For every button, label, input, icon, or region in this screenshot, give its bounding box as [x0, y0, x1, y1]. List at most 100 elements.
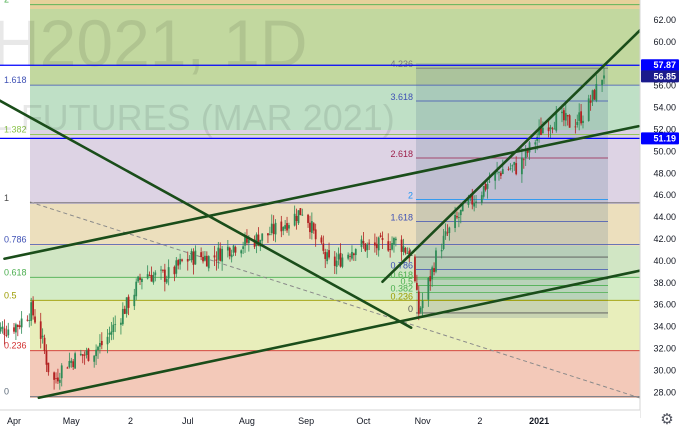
candle-body [580, 111, 582, 124]
candle-body [551, 128, 554, 130]
candle-body [312, 223, 315, 231]
candle-body [328, 250, 330, 258]
candle-body [341, 257, 344, 267]
time-axis[interactable]: AprMay2JulAugSepOctNov22021Mar [0, 409, 640, 430]
candle-body [200, 252, 203, 258]
time-tick-label: 2021 [529, 416, 549, 426]
trend-line-upper-channel-bottom[interactable] [37, 267, 652, 400]
candle-body [524, 148, 527, 159]
candle-body [564, 113, 567, 121]
fib-small-level-label: 3.618 [390, 92, 413, 102]
candle-body [381, 238, 384, 240]
price-tick-label: 54.00 [653, 103, 676, 113]
fib-large-level-label: 1.618 [4, 75, 27, 85]
candle-body [561, 111, 563, 114]
candle-body [146, 274, 149, 279]
time-tick-label: Nov [415, 416, 432, 426]
candle-body [414, 256, 416, 282]
candle-body [494, 171, 497, 181]
candle-body [352, 253, 355, 256]
candle-body [555, 112, 558, 131]
candle-body [498, 172, 500, 173]
fib-small-level-label: 4.236 [390, 59, 413, 69]
candle-body [322, 243, 325, 251]
candle-body [72, 361, 75, 368]
candle-body [373, 242, 376, 246]
price-tag-label: 56.85 [653, 71, 676, 81]
fib-small-level-label: 0.236 [390, 291, 413, 301]
candle-body [100, 340, 103, 346]
candle-body [79, 353, 82, 356]
candle-body [1, 326, 4, 329]
candle-body [442, 235, 445, 249]
candle-body [364, 243, 367, 251]
candle-body [110, 331, 113, 335]
candle-body [299, 208, 302, 216]
candle-body [480, 195, 483, 203]
candle-body [186, 258, 189, 262]
candle-body [507, 168, 510, 170]
candle-body [112, 324, 115, 333]
candle-body [133, 294, 136, 307]
candle-body [244, 235, 246, 246]
candle-body [314, 229, 317, 240]
trend-line-steep-channel-right[interactable] [0, 76, 413, 329]
candle-body [404, 247, 407, 253]
trend-line-upper-channel-top[interactable] [3, 124, 640, 261]
candle-body [301, 214, 304, 216]
candle-body [482, 186, 485, 197]
candle-body [297, 210, 300, 224]
candle-body [473, 202, 476, 207]
candle-body [194, 250, 197, 265]
candle-body [394, 238, 397, 241]
candle-body [366, 244, 369, 251]
gear-icon[interactable]: ⚙ [660, 410, 674, 428]
candle-body [215, 259, 218, 261]
candle-body [520, 157, 523, 175]
candle-body [162, 269, 164, 271]
trend-lines[interactable] [0, 23, 652, 400]
candle-body [568, 115, 571, 128]
candle-body [93, 355, 96, 362]
candle-body [97, 346, 99, 351]
fib-large-level-label: 0.618 [4, 267, 27, 277]
candle-body [511, 165, 514, 167]
candle-body [148, 275, 151, 277]
time-tick-label: Sep [298, 416, 314, 426]
price-tick-label: 40.00 [653, 256, 676, 266]
candle-body [526, 149, 529, 153]
watermark: H2021, 1D L FUTURES (MAR 2021) [0, 6, 395, 138]
candle-body [165, 278, 168, 283]
candle-body [549, 127, 552, 130]
candle-body [228, 247, 231, 257]
candle-body [541, 127, 544, 134]
candle-body [15, 324, 17, 333]
candle-body [326, 252, 329, 262]
price-tick-label: 30.00 [653, 365, 676, 375]
fib-small-level-label: 1.618 [390, 212, 413, 222]
candle-body [440, 249, 443, 252]
candle-body [515, 163, 518, 175]
price-tick-label: 46.00 [653, 190, 676, 200]
candle-body [417, 291, 420, 314]
candle-body [221, 248, 224, 262]
candle-body [163, 269, 166, 282]
horizontal-lines[interactable] [0, 64, 640, 140]
candle-body [589, 100, 592, 103]
candle-body [415, 282, 418, 290]
candle-body [192, 251, 195, 265]
candle-body [435, 250, 437, 272]
price-tick-label: 34.00 [653, 322, 676, 332]
price-axis[interactable]: 62.0060.0058.0056.0054.0052.0050.0048.00… [639, 0, 680, 430]
candle-body [45, 350, 48, 365]
candle-body [457, 216, 460, 218]
fib-small-level-label: 0.5 [400, 277, 413, 287]
candle-body [83, 354, 86, 356]
candle-body [68, 360, 71, 368]
candle-body [137, 276, 140, 282]
candle-body [261, 233, 264, 241]
candle-body [433, 268, 435, 272]
trend-line-steep-channel-left[interactable] [381, 23, 648, 284]
fib-small-level-label: 0 [408, 304, 413, 314]
